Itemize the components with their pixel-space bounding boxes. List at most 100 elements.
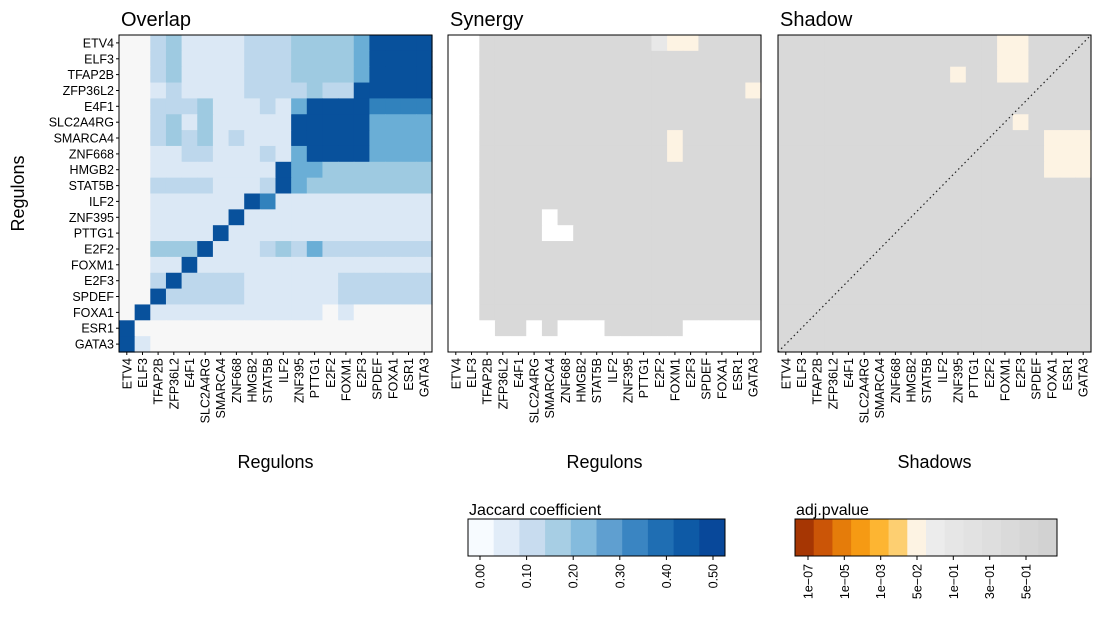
heatmap-cell: [887, 66, 904, 84]
heatmap-cell: [1044, 304, 1061, 321]
heatmap-cell: [479, 193, 496, 210]
heatmap-cell: [871, 336, 889, 353]
heatmap-cell: [541, 304, 559, 321]
heatmap-cell: [322, 336, 339, 353]
heatmap-cell: [541, 256, 559, 274]
heatmap-cell: [322, 320, 339, 337]
heatmap-cell: [1028, 145, 1045, 163]
heatmap-cell: [150, 225, 167, 242]
heatmap-cell: [840, 304, 857, 321]
x-tick-label: E2F2: [324, 358, 338, 388]
legend-tick-label: 5e−02: [911, 564, 925, 599]
heatmap-cell: [385, 241, 402, 258]
heatmap-cell: [604, 225, 621, 242]
heatmap-cell: [856, 66, 873, 84]
heatmap-cell: [119, 241, 136, 258]
heatmap-cell: [353, 256, 370, 274]
heatmap-cell: [588, 114, 606, 131]
heatmap-cell: [510, 98, 527, 115]
heatmap-cell: [259, 98, 277, 115]
heatmap-cell: [573, 130, 590, 147]
legend-tick-label: 0.10: [520, 564, 534, 588]
heatmap-cell: [448, 177, 465, 195]
heatmap-cell: [745, 288, 762, 306]
heatmap-cell: [181, 130, 198, 147]
heatmap-cell: [322, 304, 339, 321]
heatmap-cell: [385, 193, 402, 210]
heatmap-cell: [448, 35, 465, 52]
heatmap-cell: [682, 320, 699, 337]
heatmap-cell: [212, 336, 230, 353]
heatmap-cell: [150, 177, 167, 195]
heatmap-cell: [745, 114, 762, 131]
heatmap-cell: [635, 161, 653, 179]
heatmap-cell: [965, 225, 983, 242]
heatmap-cell: [635, 35, 653, 52]
heatmap-cell: [1028, 336, 1045, 353]
heatmap-cell: [635, 66, 653, 84]
heatmap-cell: [588, 320, 606, 337]
heatmap-cell: [369, 98, 386, 115]
heatmap-cell: [667, 272, 684, 290]
heatmap-cell: [588, 82, 606, 99]
heatmap-cell: [1044, 114, 1061, 131]
heatmap-cell: [165, 130, 183, 147]
heatmap-cell: [494, 35, 512, 52]
heatmap-cell: [165, 193, 183, 210]
heatmap-cell: [871, 98, 889, 115]
heatmap-cell: [181, 225, 198, 242]
heatmap-cell: [729, 177, 746, 195]
heatmap-cell: [1059, 272, 1076, 290]
y-tick-label: TFAP2B: [67, 68, 114, 82]
heatmap-cell: [903, 66, 920, 84]
heatmap-cell: [385, 209, 402, 226]
heatmap-cell: [541, 66, 559, 84]
heatmap-cell: [510, 82, 527, 99]
heatmap-cell: [934, 193, 951, 210]
heatmap-cell: [275, 98, 292, 115]
heatmap-cell: [1028, 35, 1045, 52]
heatmap-cell: [667, 50, 684, 68]
heatmap-cell: [463, 98, 480, 115]
heatmap-cell: [871, 114, 889, 131]
heatmap-cell: [965, 66, 983, 84]
legend-title: adj.pvalue: [796, 502, 869, 519]
heatmap-cell: [903, 256, 920, 274]
heatmap-cell: [494, 288, 512, 306]
heatmap-cell: [682, 336, 699, 353]
heatmap-cell: [526, 225, 543, 242]
heatmap-cell: [573, 225, 590, 242]
heatmap-cell: [635, 177, 653, 195]
x-tick-label: ELF3: [795, 358, 809, 388]
heatmap-cell: [197, 114, 214, 131]
y-tick-label: PTTG1: [74, 227, 114, 241]
heatmap-cell: [541, 50, 559, 68]
heatmap-cell: [448, 98, 465, 115]
heatmap-cell: [338, 241, 355, 258]
heatmap-cell: [620, 320, 637, 337]
heatmap-cell: [306, 35, 324, 52]
heatmap-cell: [557, 161, 574, 179]
heatmap-cell: [745, 50, 762, 68]
heatmap-cell: [541, 130, 559, 147]
heatmap-cell: [588, 130, 606, 147]
heatmap-cell: [134, 320, 151, 337]
heatmap-cell: [745, 35, 762, 52]
heatmap-cell: [416, 98, 433, 115]
x-tick-label: SMARCA4: [214, 358, 228, 418]
heatmap-cell: [588, 304, 606, 321]
heatmap-cell: [353, 35, 370, 52]
heatmap-cell: [729, 145, 746, 163]
heatmap-cell: [228, 35, 245, 52]
heatmap-cell: [682, 304, 699, 321]
heatmap-cell: [134, 177, 151, 195]
heatmap-cell: [588, 35, 606, 52]
heatmap-cell: [965, 193, 983, 210]
heatmap-cell: [463, 114, 480, 131]
heatmap-cell: [1044, 82, 1061, 99]
heatmap-cell: [165, 241, 183, 258]
heatmap-cell: [745, 66, 762, 84]
heatmap-cell: [479, 145, 496, 163]
heatmap-cell: [1044, 161, 1061, 179]
heatmap-cell: [165, 145, 183, 163]
